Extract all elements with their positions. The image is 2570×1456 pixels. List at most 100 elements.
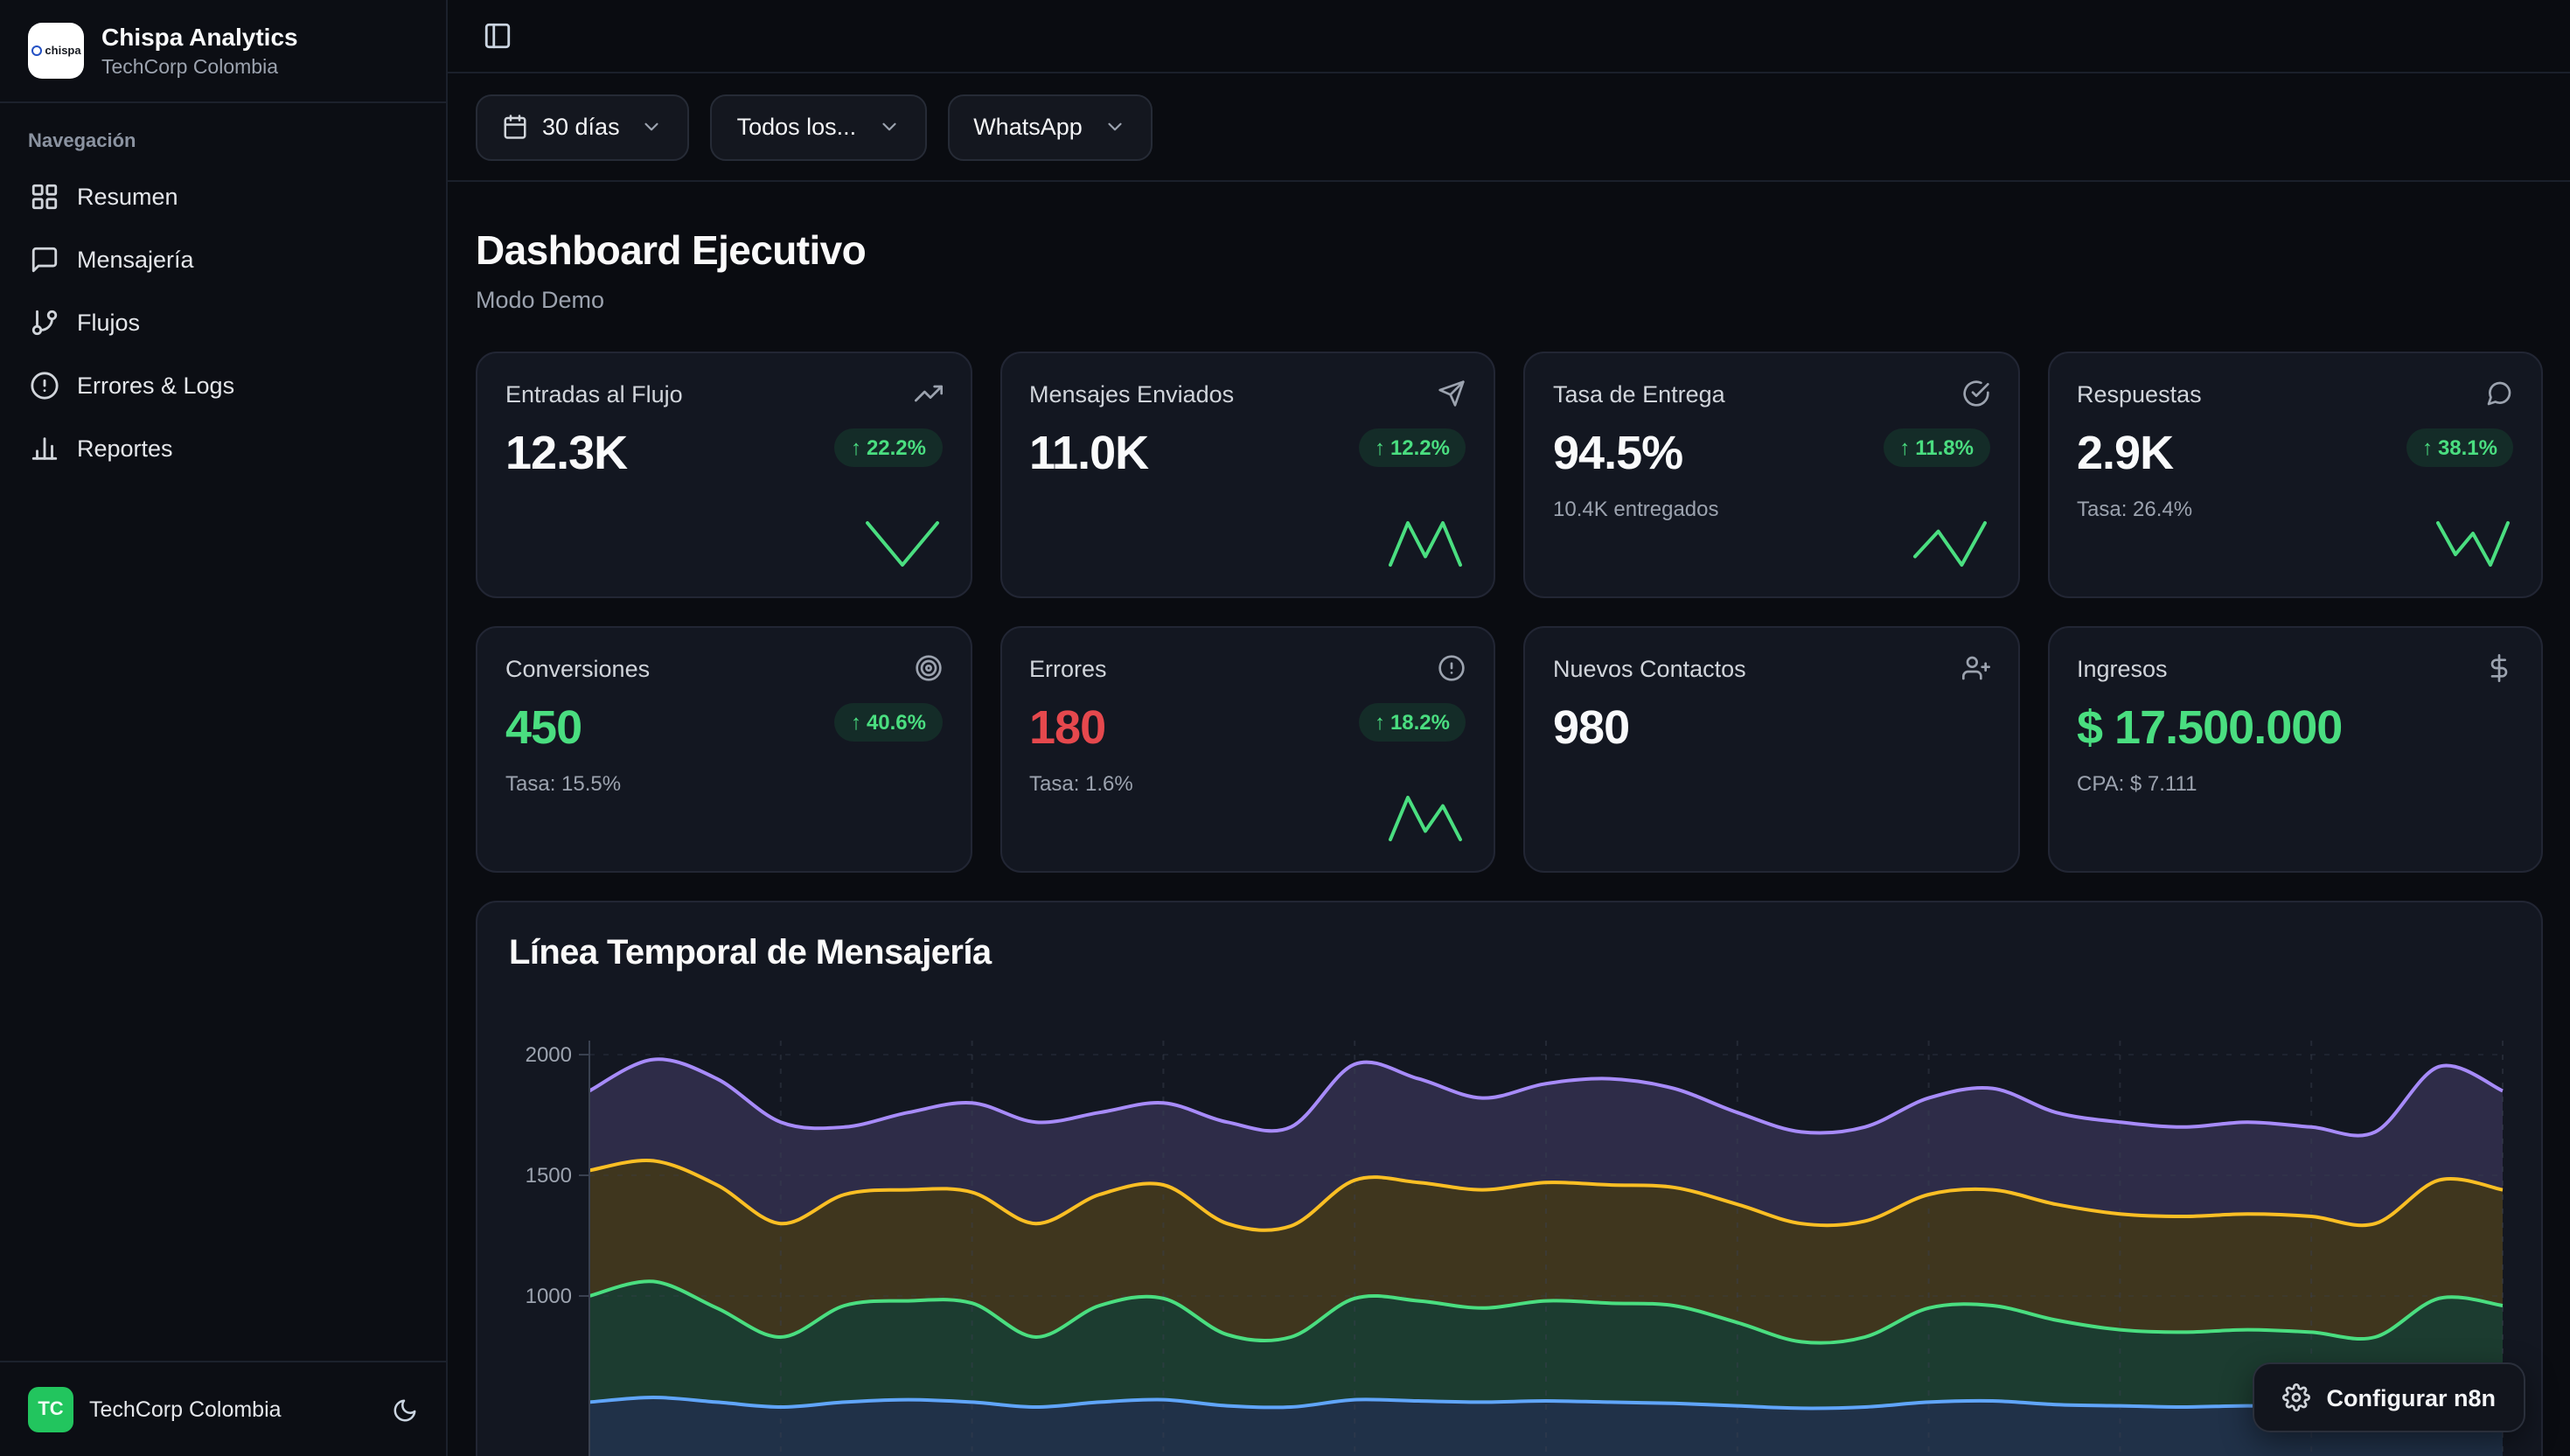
arrow-up-icon: ↑ — [1374, 710, 1385, 735]
sidebar-item-errores-logs[interactable]: Errores & Logs — [14, 355, 432, 415]
sidebar-item-flujos[interactable]: Flujos — [14, 292, 432, 352]
timeline-chart: 2000 1500 1000 — [526, 1041, 2504, 1456]
page-subtitle: Modo Demo — [476, 287, 605, 313]
app-subtitle: TechCorp Colombia — [101, 57, 278, 79]
message-square-icon — [30, 244, 59, 274]
kpi-subtitle: Tasa: 1.6% — [1029, 770, 1133, 796]
alert-circle-icon — [30, 370, 59, 400]
org-name: TechCorp Colombia — [89, 1397, 282, 1422]
git-branch-icon — [30, 307, 59, 337]
logo-ring-icon — [31, 45, 42, 56]
topbar — [448, 0, 2570, 73]
kpi-value: 980 — [1553, 701, 1630, 754]
kpi-grid: Entradas al Flujo 12.3K ↑ 22.2% Mensajes … — [476, 352, 2543, 873]
kpi-sparkline — [865, 521, 938, 567]
kpi-subtitle: 10.4K entregados — [1553, 496, 1719, 521]
kpi-value: 12.3K — [505, 427, 628, 479]
date-range-select[interactable]: 30 días — [476, 94, 690, 160]
theme-toggle-button[interactable] — [392, 1397, 418, 1423]
sidebar-footer: TC TechCorp Colombia — [0, 1361, 446, 1456]
kpi-label: Ingresos — [2077, 655, 2168, 681]
kpi-card-tasa-de-entrega: Tasa de Entrega 94.5% 10.4K entregados ↑ 1… — [1523, 352, 2019, 598]
sidebar-item-mensajeria[interactable]: Mensajería — [14, 229, 432, 289]
arrow-up-icon: ↑ — [850, 710, 861, 735]
kpi-subtitle: Tasa: 15.5% — [505, 770, 622, 796]
timeline-card: Línea Temporal de Mensajería 2000 1500 100… — [476, 901, 2543, 1456]
message-circle-icon — [2485, 380, 2513, 408]
arrow-up-icon: ↑ — [850, 435, 861, 460]
kpi-label: Nuevos Contactos — [1553, 655, 1746, 681]
app-title: Chispa Analytics — [101, 23, 298, 52]
kpi-sparkline — [1912, 521, 1986, 567]
dollar-icon — [2485, 654, 2513, 682]
kpi-value: 11.0K — [1029, 427, 1149, 479]
check-circle-icon — [1961, 380, 1989, 408]
channel-type-value: Todos los... — [736, 114, 857, 140]
sidebar-nav: Resumen Mensajería Flujos Errores & Logs… — [0, 166, 446, 477]
channel-type-select[interactable]: Todos los... — [710, 94, 927, 160]
kpi-card-entradas-al-flujo: Entradas al Flujo 12.3K ↑ 22.2% — [476, 352, 972, 598]
kpi-label: Mensajes Enviados — [1029, 380, 1235, 407]
configure-n8n-label: Configurar n8n — [2326, 1384, 2497, 1411]
kpi-label: Tasa de Entrega — [1553, 380, 1725, 407]
main-area: 30 días Todos los... WhatsApp Dashboard … — [448, 0, 2570, 1456]
kpi-value: 180 — [1029, 701, 1106, 754]
moon-icon — [392, 1397, 418, 1423]
kpi-card-errores: Errores 180 Tasa: 1.6% ↑ 18.2% — [999, 626, 1495, 873]
page-title: Dashboard Ejecutivo — [476, 227, 867, 273]
kpi-subtitle: CPA: $ 7.111 — [2077, 770, 2197, 796]
kpi-value: 2.9K — [2077, 427, 2174, 479]
kpi-sparkline — [1389, 796, 1462, 841]
kpi-trend-badge: ↑ 12.2% — [1358, 428, 1466, 467]
app-logo: chispa — [28, 23, 84, 79]
kpi-trend-badge: ↑ 40.6% — [834, 703, 942, 742]
timeline-title: Línea Temporal de Mensajería — [509, 934, 992, 972]
kpi-trend-badge: ↑ 22.2% — [834, 428, 942, 467]
gear-icon — [2282, 1383, 2311, 1411]
alert-circle-icon — [1438, 654, 1466, 682]
arrow-up-icon: ↑ — [1374, 435, 1385, 460]
svg-text:2000: 2000 — [526, 1043, 572, 1067]
configure-n8n-button[interactable]: Configurar n8n — [2253, 1362, 2525, 1432]
sidebar-item-reportes[interactable]: Reportes — [14, 418, 432, 477]
channel-value: WhatsApp — [973, 114, 1083, 140]
sidebar-item-label: Flujos — [77, 309, 141, 335]
kpi-value: 94.5% — [1553, 427, 1683, 479]
kpi-card-nuevos-contactos: Nuevos Contactos 980 ↑ — [1523, 626, 2019, 873]
kpi-card-respuestas: Respuestas 2.9K Tasa: 26.4% ↑ 38.1% — [2047, 352, 2543, 598]
kpi-sparkline — [1389, 521, 1462, 567]
logo-text: chispa — [45, 45, 81, 57]
kpi-label: Errores — [1029, 655, 1107, 681]
nav-section-label: Navegación — [28, 131, 136, 152]
panel-left-icon — [483, 21, 512, 51]
kpi-trend-badge: ↑ 11.8% — [1884, 428, 1989, 467]
content: Dashboard Ejecutivo Modo Demo Entradas a… — [448, 182, 2570, 1456]
sidebar-item-resumen[interactable]: Resumen — [14, 166, 432, 226]
sidebar-item-label: Errores & Logs — [77, 372, 235, 398]
arrow-up-icon: ↑ — [2421, 435, 2433, 460]
sidebar-item-label: Reportes — [77, 435, 173, 461]
calendar-icon — [502, 114, 528, 140]
kpi-label: Respuestas — [2077, 380, 2202, 407]
kpi-label: Entradas al Flujo — [505, 380, 683, 407]
kpi-trend-badge: ↑ 18.2% — [1358, 703, 1466, 742]
chevron-down-icon — [641, 115, 664, 138]
kpi-trend-badge: ↑ 38.1% — [2406, 428, 2513, 467]
date-range-value: 30 días — [542, 114, 620, 140]
avatar: TC — [28, 1387, 73, 1432]
sidebar-item-label: Mensajería — [77, 246, 194, 272]
sidebar-toggle-button[interactable] — [476, 14, 519, 58]
target-icon — [914, 654, 942, 682]
sidebar-item-label: Resumen — [77, 183, 178, 209]
chevron-down-icon — [877, 115, 900, 138]
kpi-value: $ 17.500.000 — [2077, 701, 2343, 754]
chevron-down-icon — [1104, 115, 1126, 138]
channel-select[interactable]: WhatsApp — [947, 94, 1153, 160]
send-icon — [1438, 380, 1466, 408]
kpi-sparkline — [2436, 521, 2510, 567]
grid-icon — [30, 181, 59, 211]
kpi-card-mensajes-enviados: Mensajes Enviados 11.0K ↑ 12.2% — [999, 352, 1495, 598]
kpi-card-conversiones: Conversiones 450 Tasa: 15.5% ↑ 40.6% — [476, 626, 972, 873]
arrow-up-icon: ↑ — [1899, 435, 1911, 460]
